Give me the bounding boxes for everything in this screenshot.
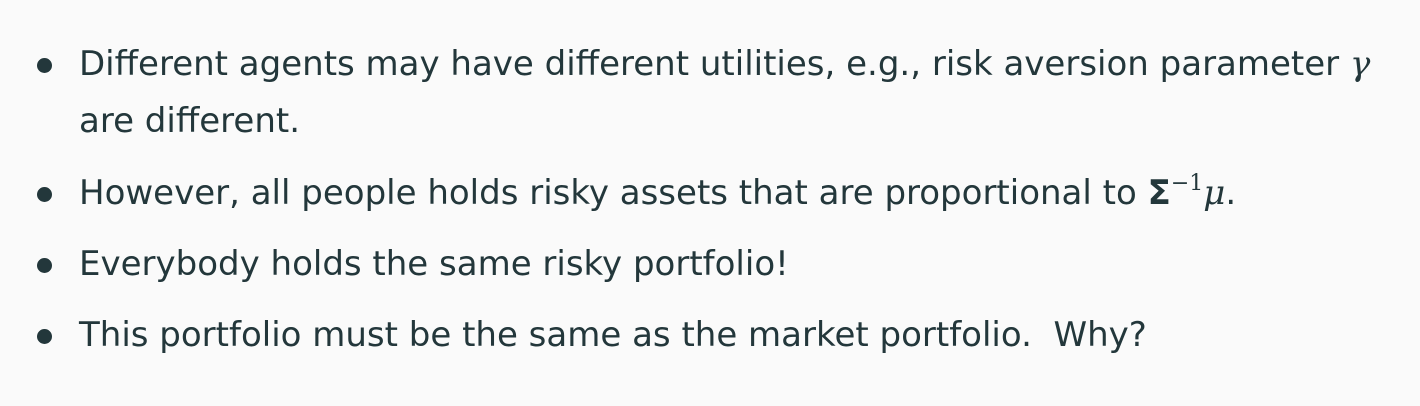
gamma-symbol: γ (1349, 44, 1371, 84)
bullet-list: Different agents may have different util… (0, 36, 1420, 364)
bullet-icon (37, 187, 52, 202)
bullet-end-punct: . (1225, 173, 1237, 213)
bullet-item-market-portfolio: This portfolio must be the same as the m… (0, 307, 1420, 364)
inverse-exponent: −1 (1170, 171, 1204, 196)
bullet-text-line1: Different agents may have different util… (79, 44, 1370, 84)
bullet-text: This portfolio must be the same as the m… (79, 315, 1147, 355)
bullet-text: However, all people holds risky assets t… (79, 173, 1148, 213)
bullet-icon (37, 58, 52, 73)
bullet-item-proportional: However, all people holds risky assets t… (0, 165, 1420, 222)
bullet-item-same-portfolio: Everybody holds the same risky portfolio… (0, 236, 1420, 293)
bullet-text-line: However, all people holds risky assets t… (79, 171, 1237, 214)
sigma-symbol: Σ (1147, 173, 1171, 213)
mu-symbol: μ (1203, 173, 1226, 213)
bullet-item-utilities: Different agents may have different util… (0, 36, 1420, 150)
bullet-text: Different agents may have different util… (79, 44, 1350, 84)
bullet-icon (37, 258, 52, 273)
bullet-text: Everybody holds the same risky portfolio… (79, 244, 789, 284)
bullet-text-line2: are different. (79, 101, 300, 141)
bullet-icon (37, 329, 52, 344)
